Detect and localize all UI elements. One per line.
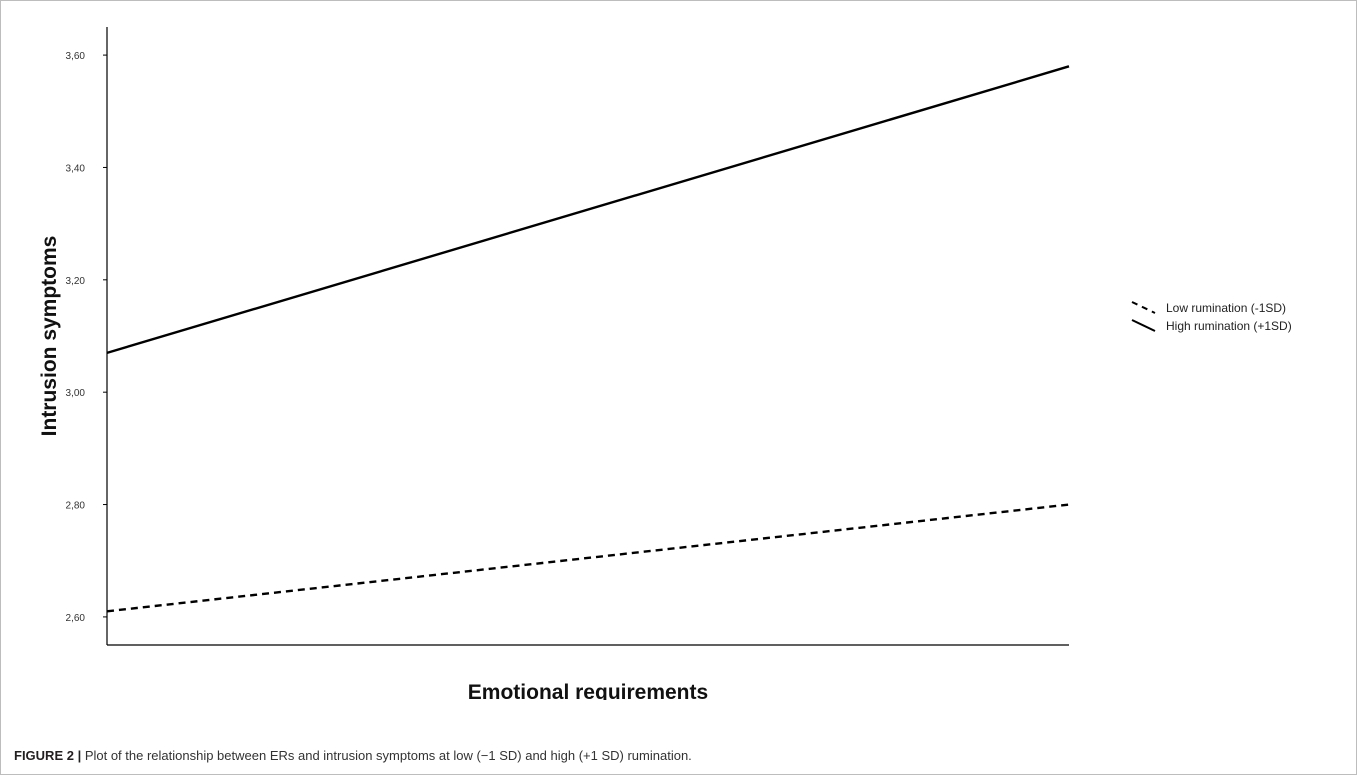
y-axis-title: Intrusion symptoms: [38, 236, 61, 437]
y-axis-ticks: 2,60 2,80 3,00 3,20 3,40 3,60: [66, 51, 107, 624]
legend-label-low-rumination: Low rumination (-1SD): [1166, 301, 1286, 315]
figure-label: FIGURE 2 |: [14, 748, 82, 763]
line-chart: 2,60 2,80 3,00 3,20 3,40 3,60 Emotional requi…: [38, 27, 1292, 700]
y-tick-label: 2,60: [66, 613, 86, 624]
series-line-low-rumination: [106, 503, 1070, 613]
figure-caption-text: Plot of the relationship between ERs and…: [81, 748, 692, 763]
chart-legend: Low rumination (-1SD) High rumination (+1…: [1131, 301, 1292, 333]
series-line-high-rumination: [106, 65, 1070, 355]
legend-swatch-low-rumination: [1131, 301, 1156, 314]
figure-caption: FIGURE 2 | Plot of the relationship betw…: [14, 748, 692, 763]
y-tick-label: 3,00: [66, 388, 86, 399]
y-tick-label: 3,60: [66, 51, 86, 62]
legend-label-high-rumination: High rumination (+1SD): [1166, 319, 1292, 333]
y-tick-label: 3,40: [66, 163, 86, 174]
y-tick-label: 2,80: [66, 501, 86, 512]
legend-swatch-high-rumination: [1131, 319, 1156, 332]
y-tick-label: 3,20: [66, 276, 86, 287]
chart-series: [106, 65, 1070, 613]
x-axis-title: Emotional requirements: [468, 681, 708, 700]
chart-axes: [106, 27, 1069, 646]
